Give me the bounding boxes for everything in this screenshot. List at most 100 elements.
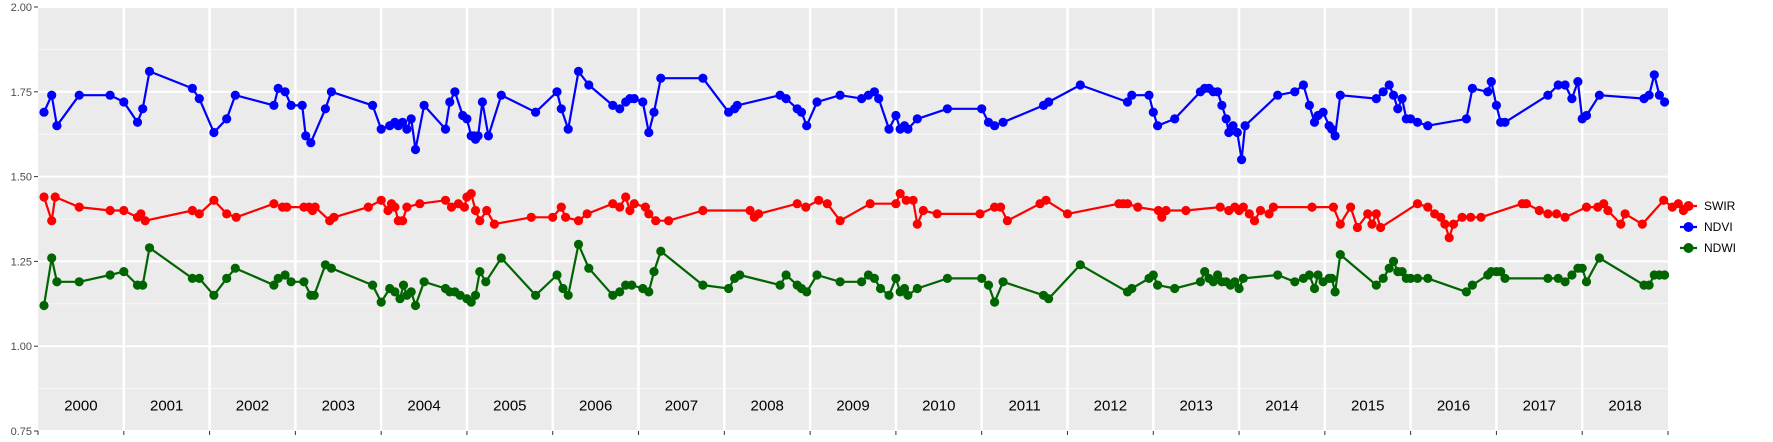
data-point [781, 270, 791, 280]
data-point [282, 202, 292, 212]
data-point [908, 195, 918, 205]
data-point [194, 94, 204, 104]
data-point [470, 290, 481, 300]
legend-item-ndwi: NDWI [1680, 241, 1736, 255]
data-point [222, 209, 232, 219]
data-point [802, 121, 812, 131]
data-point [1330, 131, 1340, 141]
data-point [582, 209, 592, 219]
data-point [629, 199, 639, 209]
y-tick-label: 1.00 [11, 341, 32, 353]
data-point [998, 277, 1008, 287]
data-point [440, 195, 451, 205]
legend-item-ndvi: NDVI [1680, 220, 1733, 234]
data-point [52, 277, 62, 287]
data-point [410, 300, 421, 311]
data-point [638, 97, 648, 107]
data-point [1238, 273, 1248, 283]
data-point [376, 195, 386, 205]
data-point [269, 199, 279, 209]
data-point [297, 100, 307, 110]
series-ndvi [39, 66, 1670, 165]
y-tick-label: 0.75 [11, 426, 32, 438]
data-point [792, 199, 802, 209]
data-point [608, 100, 618, 110]
data-point [1423, 121, 1433, 131]
data-point [1290, 277, 1300, 287]
data-point [1371, 280, 1381, 290]
data-point [563, 290, 573, 300]
data-point [410, 144, 421, 155]
x-axis: 2000 2001 2002 2003 2004 2005 2006 2007 2008 2009… [37, 398, 1669, 435]
data-point [1461, 114, 1471, 124]
data-point [644, 209, 654, 219]
data-point [561, 212, 571, 222]
data-point [1567, 270, 1577, 280]
year-label: 2008 [751, 398, 784, 415]
year-label: 2009 [836, 398, 869, 415]
year-label: 2011 [1008, 398, 1040, 415]
data-point [144, 66, 155, 76]
year-label: 2003 [322, 398, 355, 415]
data-point [376, 124, 386, 134]
data-point [1384, 80, 1394, 90]
data-point [656, 246, 666, 256]
data-point [398, 117, 408, 127]
data-point [383, 205, 393, 216]
data-point [1440, 219, 1450, 229]
data-point [1543, 90, 1553, 100]
data-point [1371, 209, 1381, 219]
data-point [1412, 273, 1423, 283]
data-point [1304, 270, 1314, 280]
data-point [1346, 202, 1356, 212]
data-point [1237, 155, 1247, 165]
data-point [52, 121, 62, 131]
data-point [869, 87, 880, 97]
data-point [273, 83, 283, 93]
data-point [105, 205, 115, 216]
year-label: 2014 [1265, 398, 1298, 415]
data-point [1240, 121, 1250, 131]
data-point [835, 90, 845, 100]
data-point [1122, 97, 1133, 107]
legend-item-swir: SWIR [1680, 199, 1736, 213]
data-point [1127, 90, 1137, 100]
data-point [608, 290, 618, 300]
data-point [625, 205, 635, 216]
data-point [1181, 205, 1191, 216]
data-point [119, 267, 129, 277]
data-point [875, 283, 886, 294]
data-point [1062, 209, 1073, 219]
data-point [1637, 219, 1647, 229]
data-point [556, 202, 566, 212]
data-point [194, 209, 204, 219]
data-point [822, 199, 832, 209]
data-point [698, 205, 708, 216]
data-point [230, 263, 240, 273]
data-point [584, 263, 594, 273]
data-point [990, 297, 1000, 307]
data-point [977, 104, 987, 114]
data-point [398, 280, 409, 290]
data-point [573, 216, 584, 226]
data-point [1153, 205, 1163, 216]
data-point [835, 216, 845, 226]
data-point [573, 66, 584, 76]
data-point [1153, 280, 1163, 290]
data-point [656, 73, 666, 83]
data-point [368, 100, 378, 110]
data-point [406, 114, 416, 124]
data-point [552, 87, 562, 97]
data-point [74, 202, 84, 212]
data-point [481, 277, 491, 287]
data-point [1157, 212, 1167, 222]
data-point [735, 270, 745, 280]
data-point [329, 212, 339, 222]
data-point [222, 114, 232, 124]
data-point [891, 199, 901, 209]
data-point [299, 277, 309, 287]
data-point [1273, 270, 1283, 280]
data-point [440, 124, 451, 134]
data-point [74, 277, 84, 287]
data-point [1491, 100, 1501, 110]
